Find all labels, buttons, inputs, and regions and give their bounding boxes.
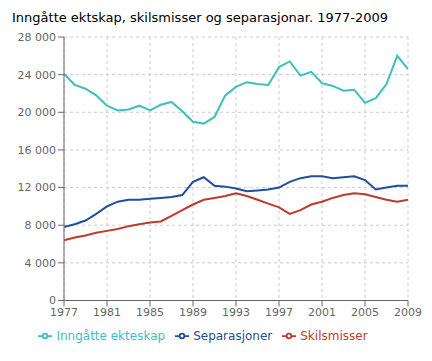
- html-text:Inngåtte ekteskap: Inngåtte ekteskap: [56, 328, 166, 343]
- svg-text:8 000: 8 000: [25, 219, 57, 232]
- svg-text:1993: 1993: [222, 306, 250, 319]
- svg-text:1989: 1989: [179, 306, 207, 319]
- svg-text:2005: 2005: [351, 306, 379, 319]
- svg-text:2001: 2001: [308, 306, 336, 319]
- svg-text:16 000: 16 000: [18, 144, 57, 157]
- svg-text:1981: 1981: [93, 306, 121, 319]
- svg-text:2009: 2009: [394, 306, 422, 319]
- svg-text:1985: 1985: [136, 306, 164, 319]
- svg-text:12 000: 12 000: [18, 181, 57, 194]
- html-text:Separasjoner: Separasjoner: [193, 328, 273, 343]
- html-text:Skilsmisser: Skilsmisser: [300, 328, 368, 343]
- svg-text:1977: 1977: [50, 306, 78, 319]
- svg-text:20 000: 20 000: [18, 106, 57, 119]
- svg-text:4 000: 4 000: [25, 257, 57, 270]
- svg-text:24 000: 24 000: [18, 69, 57, 82]
- html-text:Inngåtte ektskap, skilsmisser: Inngåtte ektskap, skilsmisser og separas…: [12, 10, 389, 25]
- svg-text:0: 0: [49, 294, 56, 307]
- svg-text:28 000: 28 000: [18, 31, 57, 44]
- svg-text:1997: 1997: [265, 306, 293, 319]
